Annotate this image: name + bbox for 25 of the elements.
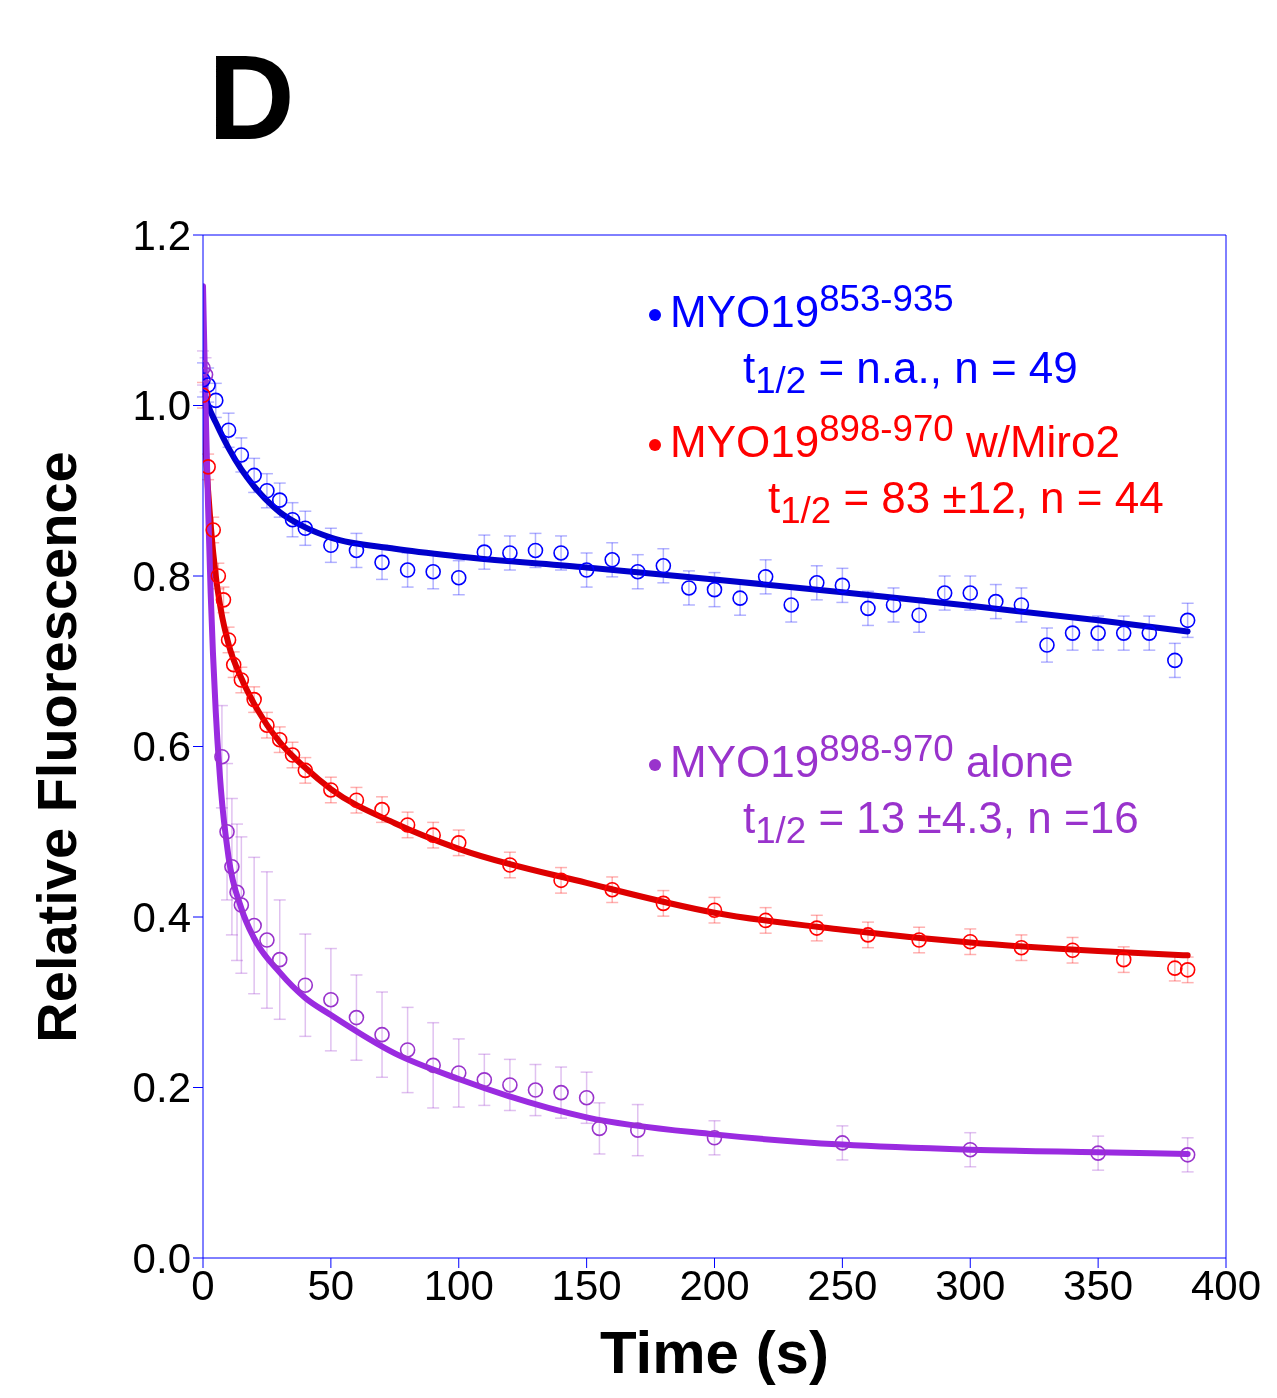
legend-label: MYO19$^{898-970}$ w/Miro2 [670, 408, 1120, 466]
y-tick-label: 1.2 [132, 211, 191, 259]
y-tick-label: 1.0 [132, 382, 191, 430]
x-tick-label: 200 [679, 1261, 750, 1309]
x-tick-label: 50 [307, 1261, 355, 1309]
annotation: t$_{1/2}$ = n.a., n = 49 [743, 343, 1078, 402]
x-axis-title: Time (s) [599, 1318, 830, 1387]
annotation: t$_{1/2}$ = 13 ±4.3, n =16 [743, 793, 1139, 852]
annotation: t$_{1/2}$ = 83 ±12, n = 44 [768, 473, 1164, 532]
y-tick-label: 0.6 [132, 723, 191, 771]
y-axis-title: Relative Fluorescence [23, 449, 88, 1045]
x-tick-label: 100 [423, 1261, 494, 1309]
legend-label: MYO19$^{898-970}$ alone [670, 728, 1074, 786]
x-tick-label: 0 [191, 1261, 215, 1309]
x-tick-label: 400 [1190, 1261, 1262, 1309]
x-tick-label: 300 [935, 1261, 1006, 1309]
legend-label: MYO19$^{853-935}$ [670, 278, 954, 336]
x-tick-label: 250 [807, 1261, 878, 1309]
y-tick-label: 0.2 [132, 1064, 191, 1112]
x-tick-label: 350 [1063, 1261, 1134, 1309]
y-tick-label: 0.4 [132, 893, 191, 941]
x-tick-label: 150 [551, 1261, 622, 1309]
y-tick-label: 0.0 [132, 1234, 191, 1282]
y-tick-label: 0.8 [132, 552, 191, 600]
chart-title: D [208, 29, 295, 166]
